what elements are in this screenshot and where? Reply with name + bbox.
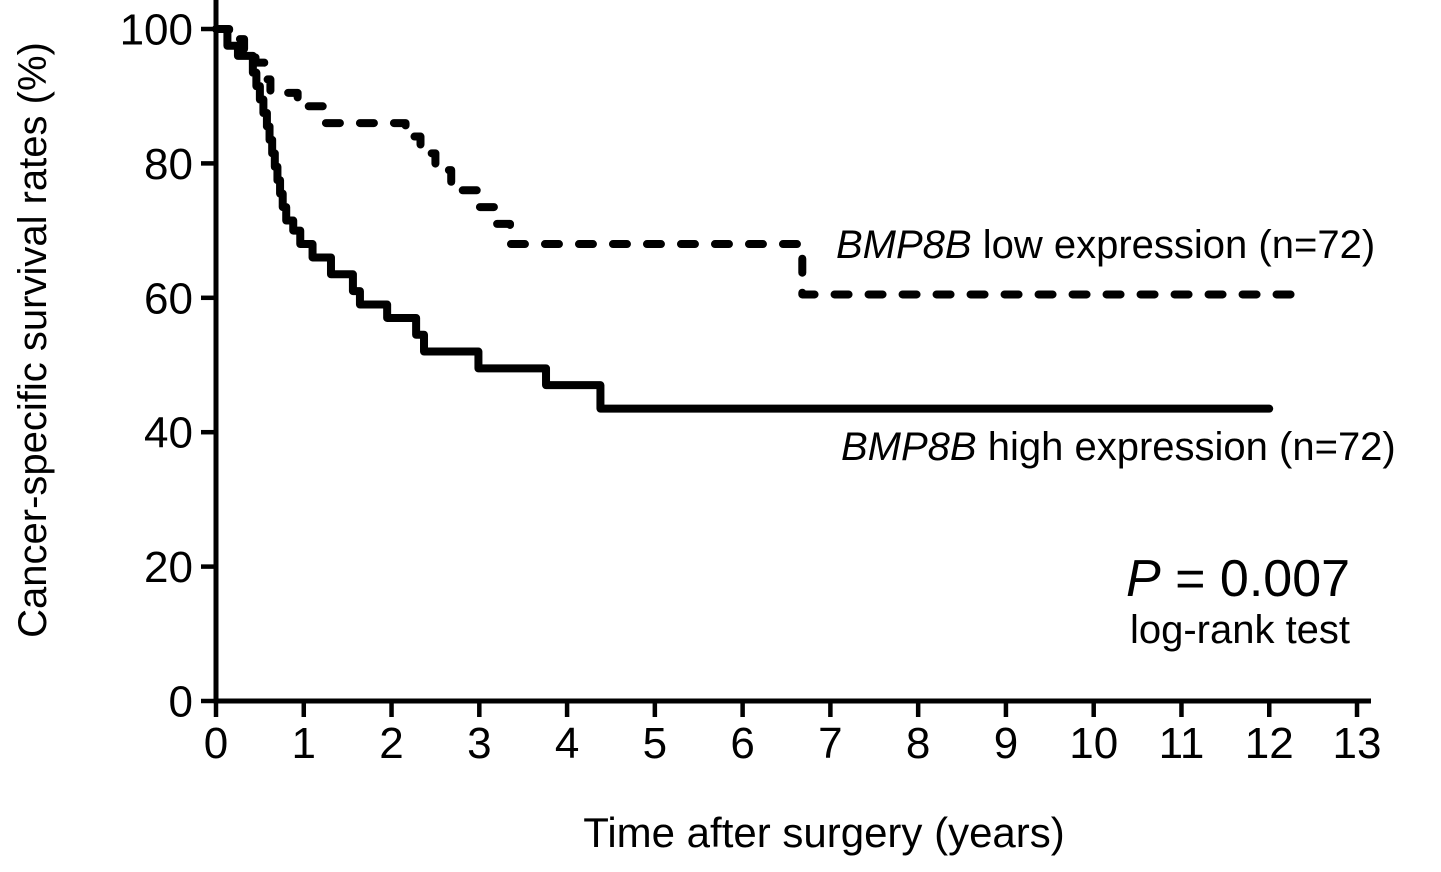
x-tick-label: 5 — [643, 719, 667, 768]
x-tick-label: 3 — [467, 719, 491, 768]
y-tick-label: 40 — [144, 409, 193, 458]
y-tick-label: 60 — [144, 274, 193, 323]
x-tick-label: 10 — [1069, 719, 1118, 768]
gene-name-italic: BMP8B — [841, 425, 977, 469]
x-tick-label: 6 — [730, 719, 754, 768]
x-tick-label: 12 — [1245, 719, 1294, 768]
p-value-text: = 0.007 — [1161, 550, 1350, 608]
expression-label-text: low expression (n=72) — [972, 223, 1376, 267]
x-tick-label: 9 — [994, 719, 1018, 768]
y-tick-label: 0 — [169, 678, 193, 727]
x-tick-label: 1 — [292, 719, 316, 768]
x-tick-label: 7 — [818, 719, 842, 768]
x-tick-label: 4 — [555, 719, 579, 768]
x-tick-label: 8 — [906, 719, 930, 768]
high-expression-label: BMP8B high expression (n=72) — [841, 425, 1396, 469]
expression-label-text: high expression (n=72) — [977, 425, 1396, 469]
p-symbol-italic: P — [1126, 550, 1161, 608]
y-tick-label: 20 — [144, 543, 193, 592]
x-tick-label: 0 — [204, 719, 228, 768]
gene-name-italic: BMP8B — [836, 223, 972, 267]
x-axis-title: Time after surgery (years) — [583, 809, 1065, 856]
y-tick-label: 100 — [120, 6, 193, 55]
logrank-test-label: log-rank test — [1130, 608, 1350, 652]
high-expression-curve — [212, 25, 1274, 413]
y-axis-title: Cancer-specific survival rates (%) — [11, 42, 55, 638]
x-tick-label: 2 — [379, 719, 403, 768]
low-expression-label: BMP8B low expression (n=72) — [836, 223, 1375, 267]
x-tick-label: 13 — [1333, 719, 1382, 768]
p-value-label: P = 0.007 — [1126, 550, 1350, 608]
x-tick-label: 11 — [1159, 719, 1205, 768]
y-tick-label: 80 — [144, 140, 193, 189]
